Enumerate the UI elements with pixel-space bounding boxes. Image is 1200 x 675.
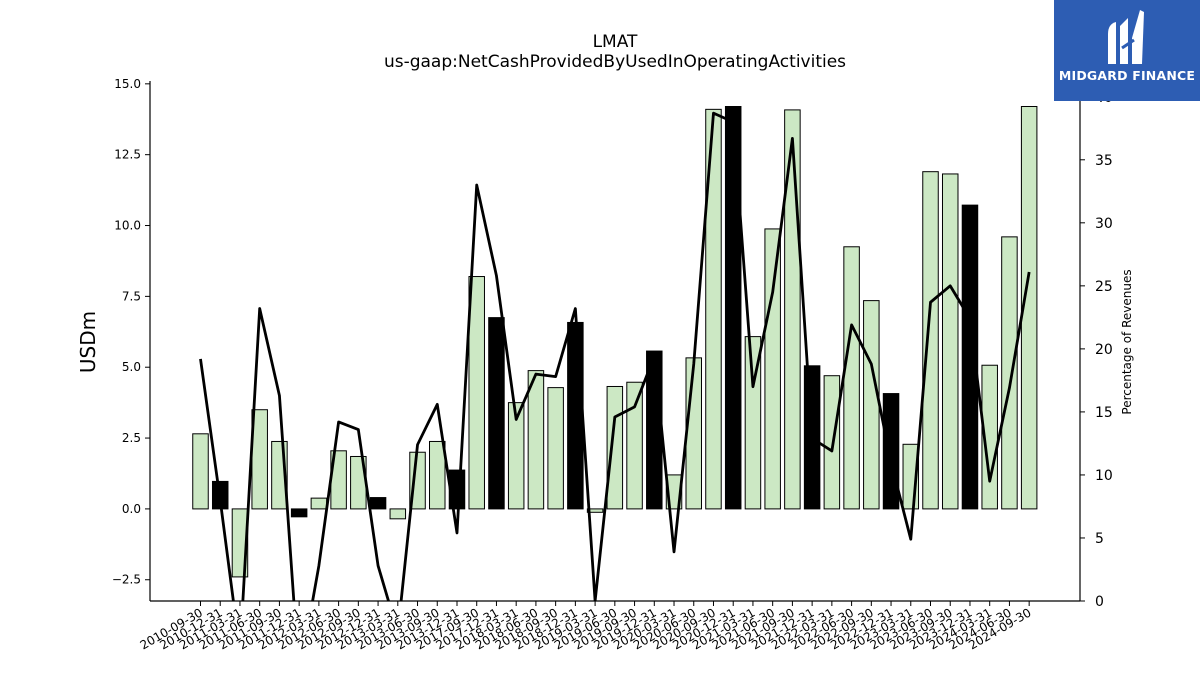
bar-2023-12-31 <box>961 204 979 510</box>
y2-tick-label: 15 <box>1095 405 1113 421</box>
y2-tick-label: 30 <box>1095 216 1113 232</box>
bar-2021-06-30 <box>764 228 781 510</box>
bar-2018-12-31 <box>567 321 584 510</box>
bar-2011-12-31 <box>290 508 308 518</box>
revenue-percentage-line <box>199 111 1031 601</box>
bar-2021-03-31 <box>744 336 762 510</box>
bar-2020-06-30 <box>685 357 702 510</box>
y-tick-label: 5.0 <box>122 360 141 374</box>
bar-2013-09-30 <box>429 440 446 510</box>
y2-tick-label: 5 <box>1095 531 1104 547</box>
bar-2023-06-30 <box>922 171 939 510</box>
bar-2022-12-31 <box>882 393 900 510</box>
bar-2020-12-31 <box>724 106 742 510</box>
bar-2010-09-30 <box>192 433 209 510</box>
tick-labels: 15.0 12.5 10.0 7.5 5.0 2.5 0.0 −2.5 0 5 10 15 20 25 30… <box>112 77 1113 653</box>
bar-2023-09-30 <box>941 173 959 510</box>
logo-text: MIDGARD FINANCE <box>1058 68 1196 83</box>
y2-tick-label: 25 <box>1095 279 1113 295</box>
y-tick-label: 15.0 <box>114 77 141 91</box>
bar-2022-09-30 <box>863 300 880 510</box>
chart-title: LMAT <box>592 32 638 52</box>
bar-2018-06-30 <box>527 370 545 510</box>
y-tick-label: 12.5 <box>114 148 141 162</box>
y-axis-label: USDm <box>76 310 100 374</box>
y-tick-label: −2.5 <box>112 573 141 587</box>
midgard-logo: MIDGARD FINANCE <box>1054 0 1200 101</box>
y2-tick-label: 20 <box>1095 342 1113 358</box>
bar-series <box>192 106 1038 578</box>
bar-2018-09-30 <box>547 387 564 510</box>
bar-2019-12-31 <box>646 350 663 510</box>
bar-2024-09-30 <box>1020 106 1038 510</box>
line-series <box>199 111 1031 601</box>
y-tick-label: 10.0 <box>114 219 141 233</box>
chart-subtitle: us-gaap:NetCashProvidedByUsedInOperating… <box>383 52 847 72</box>
y-tick-label: 0.0 <box>122 502 141 516</box>
bar-2017-12-31 <box>488 317 505 510</box>
y2-tick-label: 35 <box>1095 153 1113 169</box>
bar-2024-06-30 <box>1001 236 1018 510</box>
midgard-logo-icon <box>1108 10 1144 64</box>
bar-2017-09-30 <box>468 276 485 510</box>
bar-2018-03-31 <box>507 402 525 510</box>
bar-2012-12-31 <box>369 497 387 510</box>
bar-2019-06-30 <box>606 385 624 510</box>
y2-tick-label: 10 <box>1095 468 1113 484</box>
y-tick-label: 2.5 <box>122 431 141 445</box>
bar-2013-03-31 <box>389 508 407 520</box>
bar-2020-09-30 <box>705 108 722 510</box>
y2-axis-label: Percentage of Revenues <box>1120 269 1134 415</box>
bar-2022-06-30 <box>843 246 860 510</box>
y-tick-label: 7.5 <box>122 289 141 303</box>
bar-2019-03-31 <box>586 508 604 513</box>
bar-2019-09-30 <box>626 381 643 510</box>
y2-tick-label: 0 <box>1095 594 1104 610</box>
bar-2012-03-31 <box>310 497 328 510</box>
bar-2024-03-31 <box>981 364 998 510</box>
